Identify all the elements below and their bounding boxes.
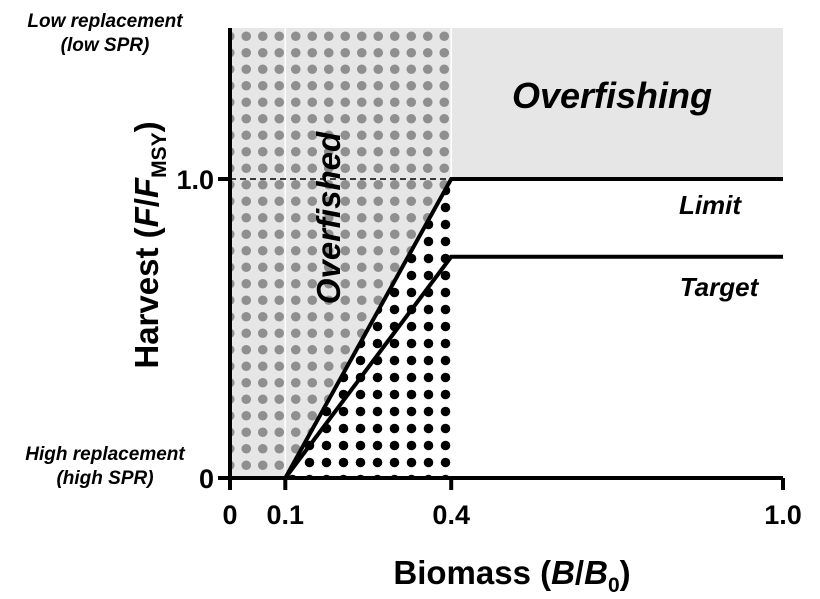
y-tick-label: 1.0 bbox=[176, 165, 214, 195]
y-tick-label: 0 bbox=[199, 464, 214, 494]
high-replacement-label: High replacement bbox=[25, 444, 185, 465]
x-tick-label: 1.0 bbox=[764, 500, 802, 530]
low-replacement-label: Low replacement bbox=[27, 11, 183, 32]
x-tick-label: 0 bbox=[222, 500, 237, 530]
y-axis-title: Harvest (F/FMSY) bbox=[128, 121, 171, 368]
x-tick-label: 0.1 bbox=[267, 500, 305, 530]
x-tick-label: 0.4 bbox=[432, 500, 470, 530]
overfishing-region bbox=[451, 28, 783, 179]
series-line-limit bbox=[283, 177, 783, 479]
target-label: Target bbox=[680, 272, 760, 302]
low-spr-label: (low SPR) bbox=[61, 35, 150, 56]
high-spr-label: (high SPR) bbox=[56, 468, 153, 489]
overfished-label: Overfished bbox=[310, 131, 347, 304]
series-line-target bbox=[283, 254, 783, 480]
overfishing-label: Overfishing bbox=[512, 75, 712, 116]
limit-label: Limit bbox=[679, 190, 742, 220]
x-axis-title: Biomass (B/B0) bbox=[393, 554, 630, 597]
